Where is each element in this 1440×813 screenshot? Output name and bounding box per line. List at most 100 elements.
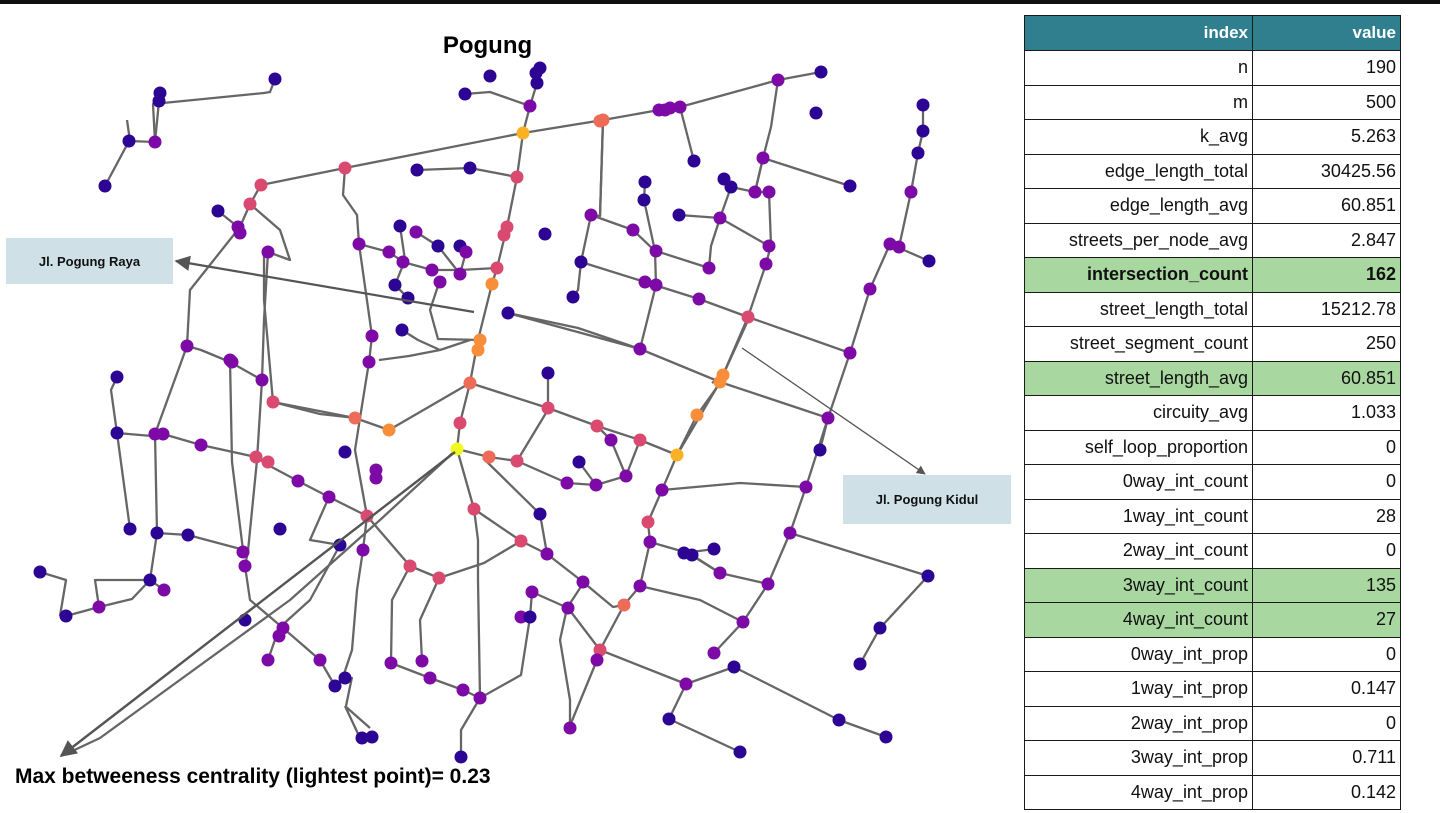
cell-index: 2way_int_count	[1024, 533, 1253, 569]
table-row: self_loop_proportion 0	[1024, 429, 1401, 465]
arrow-to-pogung-kidul	[741, 347, 926, 475]
intersection-node	[702, 261, 716, 275]
street-edge	[334, 167, 374, 687]
intersection-node	[707, 542, 721, 556]
cell-value: 60.851	[1252, 360, 1401, 396]
table-row: street_length_avg 60.851	[1024, 360, 1401, 396]
street-edge	[272, 400, 357, 420]
cell-index: 4way_int_count	[1024, 602, 1253, 638]
intersection-node	[853, 657, 867, 671]
cell-index: 1way_int_count	[1024, 498, 1253, 534]
street-edge	[507, 311, 641, 351]
intersection-node	[471, 343, 485, 357]
table-row: street_segment_count 250	[1024, 326, 1401, 362]
intersection-node	[338, 161, 352, 175]
intersection-node	[799, 480, 813, 494]
intersection-node	[733, 745, 747, 759]
intersection-node	[348, 411, 362, 425]
intersection-node	[541, 401, 555, 415]
intersection-node	[892, 240, 906, 254]
intersection-node	[673, 100, 687, 114]
table-row: 0way_int_prop 0	[1024, 636, 1401, 672]
intersection-node	[369, 471, 383, 485]
intersection-node	[687, 154, 701, 168]
network-stats-table: index value n 190 m 500 k_avg 5.263 edge_lengt…	[1024, 15, 1401, 810]
cell-index: 3way_int_count	[1024, 567, 1253, 603]
intersection-node	[649, 244, 663, 258]
intersection-node	[238, 559, 252, 573]
intersection-node	[643, 535, 657, 549]
callout-jl-pogung-kidul: Jl. Pogung Kidul	[843, 475, 1011, 524]
intersection-node	[338, 445, 352, 459]
intersection-node	[181, 528, 195, 542]
cell-index: street_segment_count	[1024, 326, 1253, 362]
intersection-node	[590, 419, 604, 433]
cell-index: 3way_int_prop	[1024, 740, 1253, 776]
callout-jl-pogung-raya: Jl. Pogung Raya	[6, 238, 173, 284]
intersection-node	[911, 146, 925, 160]
intersection-node	[123, 522, 137, 536]
street-edge	[459, 697, 481, 757]
street-edge	[678, 106, 696, 162]
intersection-node	[273, 522, 287, 536]
street-edge	[507, 311, 830, 451]
intersection-node	[243, 197, 257, 211]
table-row: 4way_int_count 27	[1024, 602, 1401, 638]
intersection-node	[921, 569, 935, 583]
intersection-node	[453, 267, 467, 281]
street-edge	[572, 119, 605, 298]
cell-index: intersection_count	[1024, 257, 1253, 293]
intersection-node	[514, 534, 528, 548]
arrow-to-pogung-raya	[174, 255, 475, 314]
intersection-node	[194, 438, 208, 452]
cell-value: 0	[1252, 464, 1401, 500]
street-edge	[667, 683, 741, 754]
intersection-node	[150, 526, 164, 540]
intersection-node	[593, 114, 607, 128]
cell-value: 190	[1252, 50, 1401, 86]
table-row: 2way_int_count 0	[1024, 533, 1401, 569]
intersection-node	[756, 151, 770, 165]
intersection-node	[510, 454, 524, 468]
cell-index: self_loop_proportion	[1024, 429, 1253, 465]
intersection-node	[633, 433, 647, 447]
intersection-node	[122, 134, 136, 148]
intersection-node	[148, 135, 162, 149]
intersection-node	[415, 654, 429, 668]
cell-value: 15212.78	[1252, 291, 1401, 327]
cell-index: streets_per_node_avg	[1024, 222, 1253, 258]
intersection-node	[458, 87, 472, 101]
intersection-node	[633, 579, 647, 593]
intersection-node	[566, 290, 580, 304]
intersection-node	[843, 346, 857, 360]
intersection-node	[916, 98, 930, 112]
intersection-node	[382, 423, 396, 437]
street-edge	[580, 260, 851, 355]
intersection-node	[533, 507, 547, 521]
street-edge	[344, 705, 371, 729]
intersection-node	[261, 455, 275, 469]
table-row: 4way_int_prop 0.142	[1024, 774, 1401, 810]
intersection-node	[692, 292, 706, 306]
street-edge	[418, 577, 441, 662]
intersection-node	[761, 577, 775, 591]
cell-index: 0way_int_prop	[1024, 636, 1253, 672]
intersection-node	[261, 245, 275, 259]
intersection-node	[707, 646, 721, 660]
intersection-node	[463, 376, 477, 390]
table-row: intersection_count 162	[1024, 257, 1401, 293]
intersection-node	[152, 94, 166, 108]
cell-value: 5.263	[1252, 119, 1401, 155]
intersection-node	[396, 255, 410, 269]
street-edge	[428, 279, 481, 342]
intersection-node	[236, 545, 250, 559]
intersection-node	[473, 691, 487, 705]
intersection-node	[538, 227, 552, 241]
street-edges	[39, 66, 930, 757]
intersection-node	[261, 653, 275, 667]
intersection-node	[268, 72, 282, 86]
intersection-node	[670, 448, 684, 462]
intersection-node	[98, 179, 112, 193]
intersection-node	[388, 278, 402, 292]
intersection-node	[33, 565, 47, 579]
